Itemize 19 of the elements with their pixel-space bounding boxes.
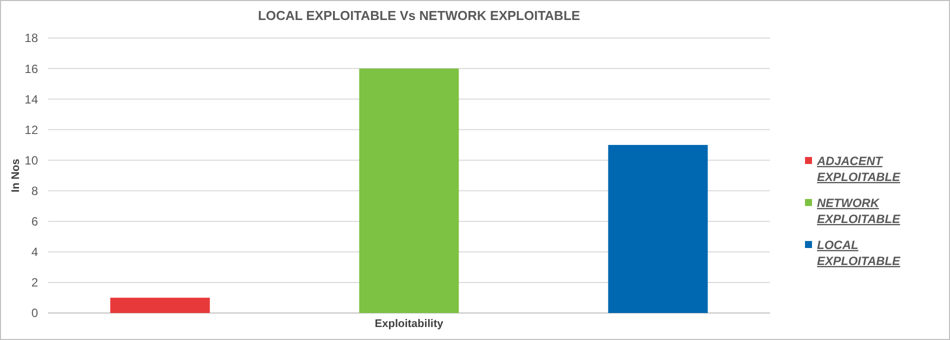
bar — [110, 298, 210, 313]
y-tick-label: 18 — [24, 31, 38, 46]
y-tick-label: 12 — [24, 122, 38, 137]
y-tick-label: 8 — [31, 184, 38, 198]
x-tick-label: Exploitability — [374, 318, 444, 330]
legend-label: LOCAL EXPLOITABLE — [817, 238, 902, 268]
y-tick-label: 4 — [31, 245, 38, 260]
y-tick-label: 10 — [24, 153, 38, 168]
y-axis-title: In Nos — [10, 158, 22, 192]
legend-label: NETWORK EXPLOITABLE — [817, 196, 902, 226]
legend-label: ADJACENT EXPLOITABLE — [816, 154, 902, 184]
chart-title: LOCAL EXPLOITABLE Vs NETWORK EXPLOITABLE — [258, 8, 580, 23]
y-tick-label: 16 — [24, 62, 38, 76]
bar — [359, 68, 459, 313]
y-tick-label: 6 — [31, 214, 38, 229]
bar — [608, 144, 708, 313]
y-tick-label: 2 — [31, 276, 38, 290]
y-tick-label: 0 — [31, 306, 38, 320]
y-tick-label: 14 — [24, 92, 38, 106]
